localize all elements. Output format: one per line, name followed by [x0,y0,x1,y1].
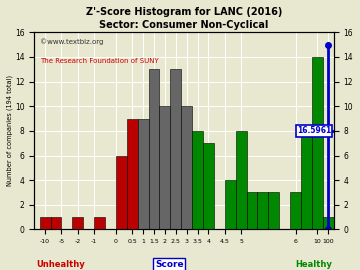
Bar [247,193,257,230]
Bar [268,193,279,230]
Bar [192,131,203,230]
Text: Healthy: Healthy [295,260,332,269]
Bar [181,106,192,230]
Bar [170,69,181,230]
Bar [159,106,170,230]
Bar [312,57,323,230]
Text: 16.5961: 16.5961 [297,126,331,135]
Text: ©www.textbiz.org: ©www.textbiz.org [40,38,104,45]
Bar [203,143,214,230]
Bar [50,217,62,230]
Text: Unhealthy: Unhealthy [36,260,85,269]
Bar [149,69,159,230]
Bar [225,180,236,230]
Text: Score: Score [155,260,184,269]
Bar [290,193,301,230]
Bar [138,119,149,230]
Title: Z'-Score Histogram for LANC (2016)
Sector: Consumer Non-Cyclical: Z'-Score Histogram for LANC (2016) Secto… [86,7,282,30]
Bar [40,217,50,230]
Bar [236,131,247,230]
Text: The Research Foundation of SUNY: The Research Foundation of SUNY [40,58,159,64]
Y-axis label: Number of companies (194 total): Number of companies (194 total) [7,75,13,186]
Bar [116,156,127,230]
Bar [94,217,105,230]
Bar [72,217,83,230]
Bar [257,193,268,230]
Bar [323,217,334,230]
Bar [301,131,312,230]
Bar [127,119,138,230]
